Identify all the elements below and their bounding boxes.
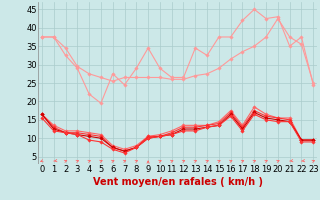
X-axis label: Vent moyen/en rafales ( km/h ): Vent moyen/en rafales ( km/h ) (92, 177, 263, 187)
